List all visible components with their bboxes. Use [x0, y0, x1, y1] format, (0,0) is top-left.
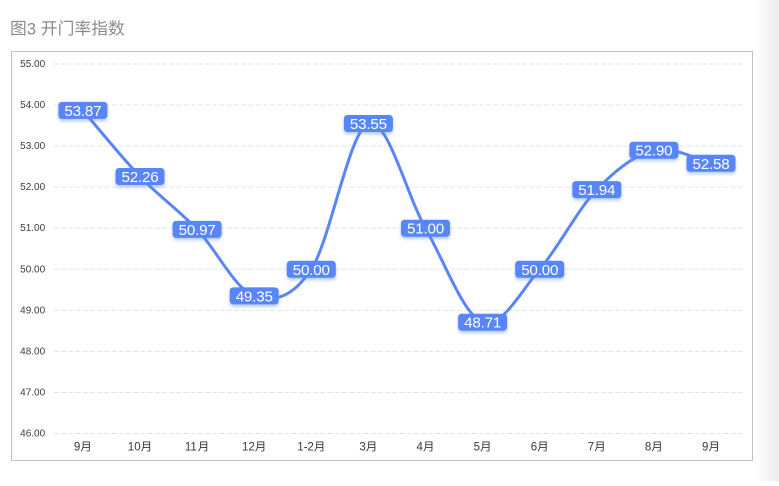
svg-text:11: 11 [185, 442, 197, 454]
svg-text:52.26: 52.26 [121, 169, 158, 186]
svg-text:49.00: 49.00 [20, 305, 45, 316]
svg-text:3: 3 [27, 19, 36, 38]
svg-text:1-2: 1-2 [297, 442, 314, 454]
svg-text:47.00: 47.00 [20, 388, 45, 399]
svg-text:51.00: 51.00 [20, 223, 45, 234]
svg-text:7: 7 [588, 442, 594, 454]
svg-text:49.35: 49.35 [236, 288, 273, 305]
svg-text:50.00: 50.00 [293, 262, 330, 279]
svg-text:51.94: 51.94 [578, 182, 615, 199]
svg-text:10: 10 [128, 442, 141, 454]
svg-text:54.00: 54.00 [20, 100, 45, 111]
svg-text:12: 12 [242, 442, 255, 454]
svg-text:52.58: 52.58 [692, 156, 729, 173]
svg-text:51.00: 51.00 [407, 221, 444, 238]
svg-text:52.90: 52.90 [635, 143, 672, 160]
svg-text:53.00: 53.00 [20, 141, 45, 152]
svg-text:3: 3 [359, 442, 365, 454]
svg-text:48.00: 48.00 [20, 346, 45, 357]
svg-text:46.00: 46.00 [20, 429, 45, 440]
svg-text:55.00: 55.00 [20, 59, 45, 70]
svg-text:4: 4 [417, 442, 424, 454]
svg-text:52.00: 52.00 [20, 182, 45, 193]
svg-text:53.87: 53.87 [64, 103, 101, 120]
svg-text:6: 6 [531, 442, 537, 454]
svg-text:50.00: 50.00 [20, 264, 45, 275]
svg-text:53.55: 53.55 [350, 116, 387, 133]
svg-text:50.00: 50.00 [521, 262, 558, 279]
svg-text:8: 8 [645, 442, 651, 454]
svg-text:48.71: 48.71 [464, 315, 501, 332]
svg-text:9: 9 [74, 442, 80, 454]
svg-text:5: 5 [474, 442, 480, 454]
svg-text:9: 9 [702, 442, 708, 454]
svg-text:50.97: 50.97 [179, 222, 216, 239]
